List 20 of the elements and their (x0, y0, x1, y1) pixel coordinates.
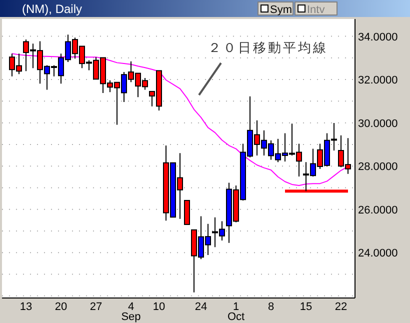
x-tick-label: 10 (152, 301, 166, 313)
x-tick-label: 24 (194, 301, 208, 313)
y-tick-label: 34.0000 (358, 31, 398, 44)
x-tick-label: 22 (334, 301, 348, 313)
text: Sym (270, 4, 292, 16)
y-tick-label: 26.0000 (358, 204, 398, 216)
y-tick-label: 32.0000 (358, 74, 398, 87)
x-tick-label: 13 (20, 301, 32, 313)
x-tick-label: 15 (300, 301, 312, 313)
y-tick-label: 28.0000 (358, 161, 398, 174)
x-tick-label: 1 Oct (227, 301, 245, 323)
chart-title: (NM), Daily (22, 2, 82, 16)
x-tick-label: 4 Sep (121, 301, 141, 323)
x-tick-label: 8 (268, 301, 274, 313)
x-tick-label: 27 (90, 301, 102, 313)
annotation: ２０日移動平均線 (208, 41, 328, 56)
text: Intv (307, 4, 326, 16)
x-tick-label: 20 (54, 301, 68, 313)
y-tick-label: 24.0000 (358, 248, 398, 260)
y-tick-label: 30.0000 (358, 118, 398, 130)
